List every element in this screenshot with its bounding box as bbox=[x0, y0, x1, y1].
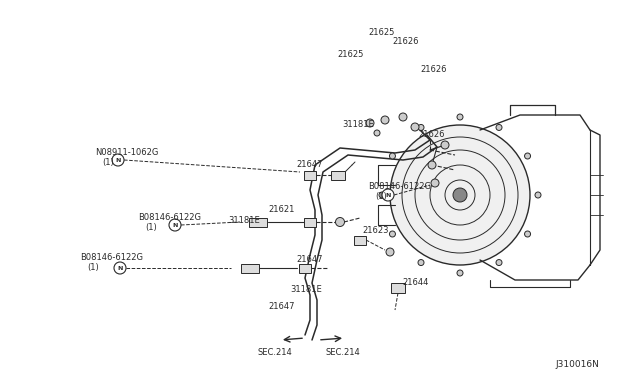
Circle shape bbox=[381, 116, 389, 124]
Circle shape bbox=[386, 248, 394, 256]
Text: 21625: 21625 bbox=[368, 28, 394, 37]
Bar bbox=[304, 170, 316, 180]
Circle shape bbox=[169, 219, 181, 231]
Circle shape bbox=[453, 188, 467, 202]
Text: 21647: 21647 bbox=[296, 255, 323, 264]
Circle shape bbox=[535, 192, 541, 198]
Bar bbox=[354, 235, 366, 244]
Text: 31181E: 31181E bbox=[290, 285, 322, 294]
Circle shape bbox=[366, 119, 374, 127]
Circle shape bbox=[525, 231, 531, 237]
Circle shape bbox=[431, 179, 439, 187]
Circle shape bbox=[390, 153, 396, 159]
Text: (1): (1) bbox=[87, 263, 99, 272]
Text: (1): (1) bbox=[375, 192, 387, 201]
Text: 21626: 21626 bbox=[392, 37, 419, 46]
Text: 21647: 21647 bbox=[296, 160, 323, 169]
Text: (1): (1) bbox=[102, 158, 114, 167]
Bar bbox=[299, 263, 311, 273]
Text: J310016N: J310016N bbox=[555, 360, 599, 369]
Circle shape bbox=[374, 130, 380, 136]
Text: 31181E: 31181E bbox=[228, 216, 260, 225]
Circle shape bbox=[525, 153, 531, 159]
Text: 21647: 21647 bbox=[268, 302, 294, 311]
Text: N: N bbox=[172, 222, 178, 228]
Circle shape bbox=[382, 189, 394, 201]
Circle shape bbox=[496, 125, 502, 131]
Circle shape bbox=[457, 270, 463, 276]
Bar bbox=[391, 283, 405, 293]
Text: N08911-1062G: N08911-1062G bbox=[95, 148, 158, 157]
Bar bbox=[304, 218, 316, 227]
Text: B08146-6122G: B08146-6122G bbox=[80, 253, 143, 262]
Text: N: N bbox=[117, 266, 123, 270]
Bar bbox=[241, 263, 259, 273]
Circle shape bbox=[112, 154, 124, 166]
Circle shape bbox=[428, 161, 436, 169]
Circle shape bbox=[418, 260, 424, 266]
Circle shape bbox=[457, 114, 463, 120]
Circle shape bbox=[399, 113, 407, 121]
Bar bbox=[331, 170, 345, 180]
Text: N: N bbox=[115, 157, 121, 163]
Circle shape bbox=[418, 125, 424, 131]
Circle shape bbox=[335, 218, 344, 227]
Text: (1): (1) bbox=[145, 223, 157, 232]
Text: 21621: 21621 bbox=[268, 205, 294, 214]
Circle shape bbox=[390, 231, 396, 237]
Text: 21644: 21644 bbox=[402, 278, 428, 287]
Text: SEC.214: SEC.214 bbox=[258, 348, 292, 357]
Circle shape bbox=[411, 123, 419, 131]
Text: B08146-6122G: B08146-6122G bbox=[138, 213, 201, 222]
Bar bbox=[249, 218, 267, 227]
Text: 21626: 21626 bbox=[418, 130, 445, 139]
Text: 21626: 21626 bbox=[420, 65, 447, 74]
Text: SEC.214: SEC.214 bbox=[325, 348, 360, 357]
Text: N: N bbox=[385, 192, 390, 198]
Text: B08146-6122G: B08146-6122G bbox=[368, 182, 431, 191]
Circle shape bbox=[441, 141, 449, 149]
Circle shape bbox=[379, 192, 385, 198]
Text: 21623: 21623 bbox=[362, 226, 388, 235]
Text: 31181E: 31181E bbox=[342, 120, 374, 129]
Circle shape bbox=[496, 260, 502, 266]
Circle shape bbox=[390, 125, 530, 265]
Text: 21625: 21625 bbox=[337, 50, 364, 59]
Circle shape bbox=[114, 262, 126, 274]
